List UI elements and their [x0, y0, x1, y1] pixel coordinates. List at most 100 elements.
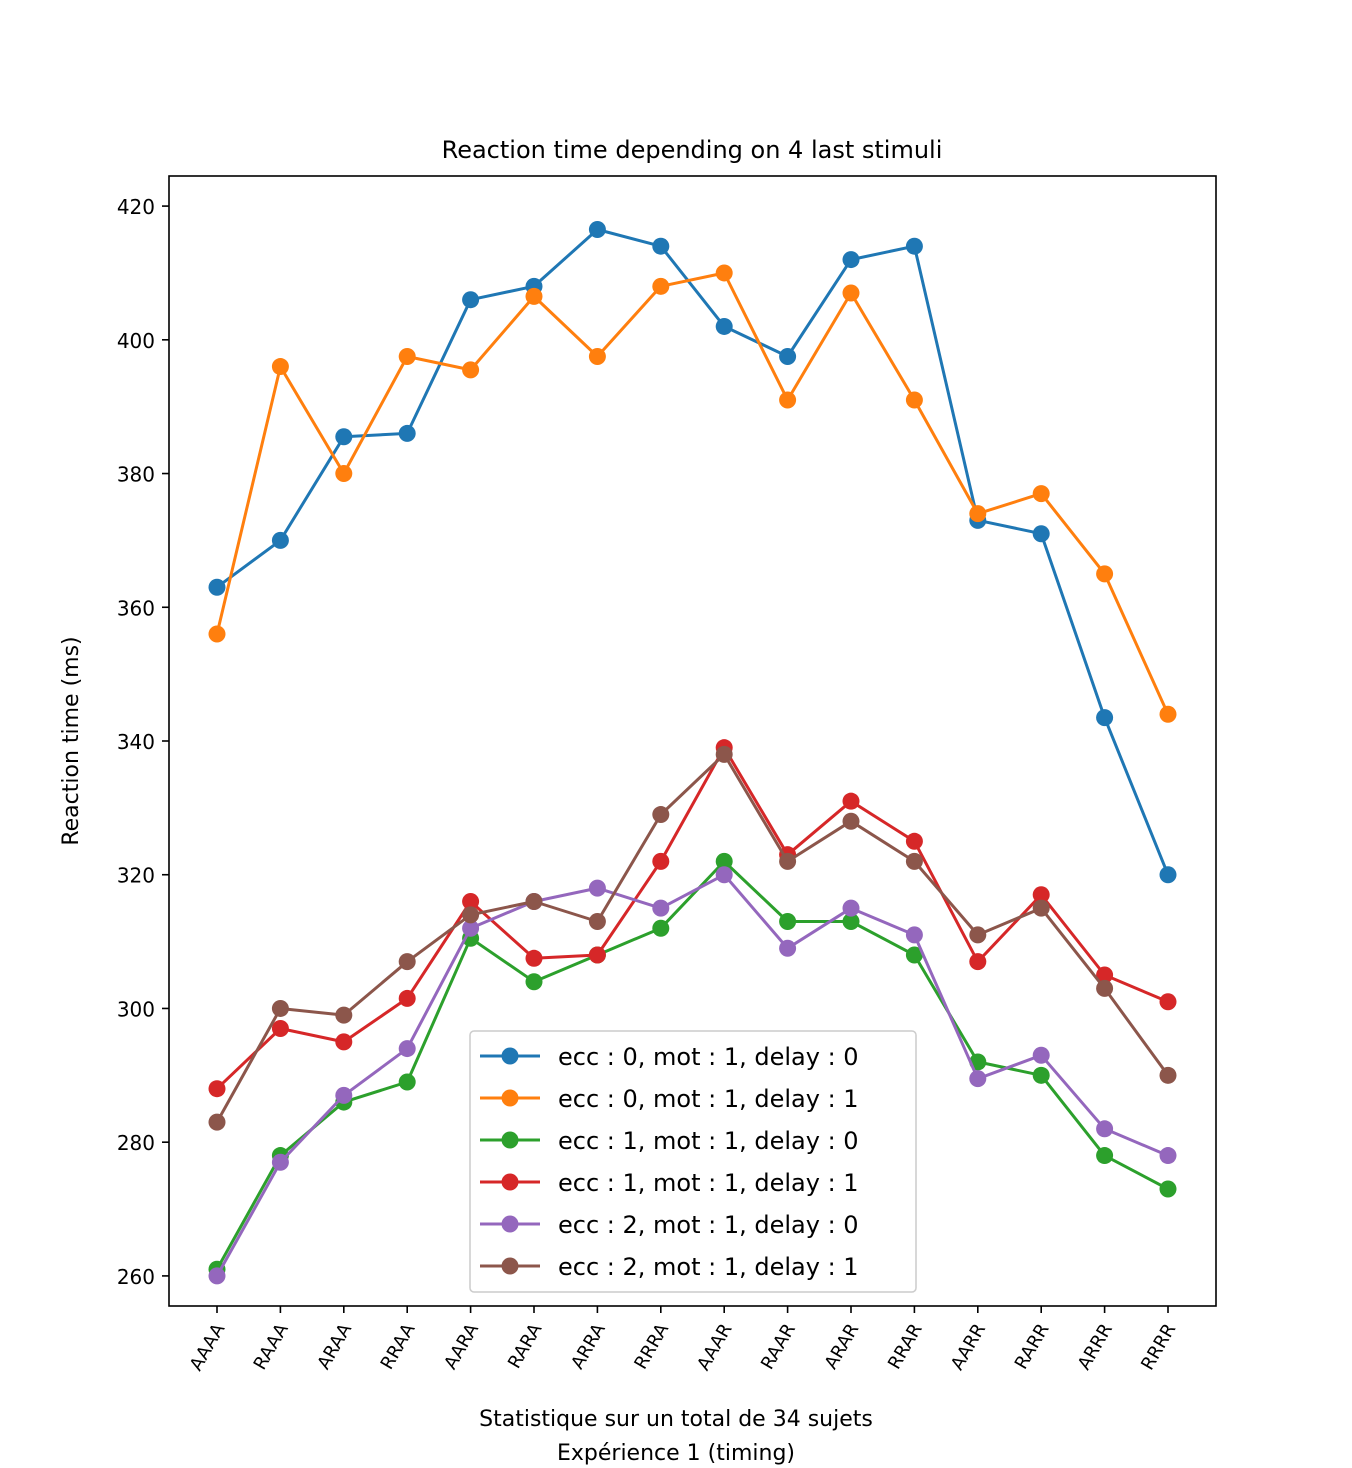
data-point	[779, 391, 797, 409]
y-axis-label: Reaction time (ms)	[59, 636, 84, 845]
y-tick-label: 280	[117, 1131, 155, 1155]
data-point	[208, 625, 226, 643]
data-point	[271, 1020, 289, 1038]
data-point	[462, 361, 480, 379]
y-tick-label: 320	[117, 864, 155, 888]
y-tick-label: 400	[117, 329, 155, 353]
data-point	[905, 391, 923, 409]
series-line	[215, 859, 1169, 1270]
y-tick-label: 420	[117, 195, 155, 219]
data-point	[842, 284, 860, 302]
series-line	[215, 746, 1169, 1090]
data-point	[715, 264, 733, 282]
y-tick-label: 380	[117, 463, 155, 487]
series-6	[208, 745, 1177, 1131]
legend-entry: ecc : 0, mot : 1, delay : 0	[480, 1043, 859, 1071]
data-point	[842, 899, 860, 917]
data-point	[1096, 709, 1114, 727]
data-point	[525, 949, 543, 967]
data-point	[525, 973, 543, 991]
data-point	[779, 852, 797, 870]
data-point	[462, 906, 480, 924]
data-point	[842, 812, 860, 830]
data-point	[779, 913, 797, 931]
legend-box	[469, 1030, 917, 1293]
data-point	[779, 939, 797, 957]
chart-title: Reaction time depending on 4 last stimul…	[442, 136, 943, 164]
data-point	[398, 989, 416, 1007]
data-point	[1096, 1147, 1114, 1165]
data-point	[208, 578, 226, 596]
data-point	[1096, 565, 1114, 583]
series-line	[215, 752, 1170, 1123]
legend-marker	[501, 1215, 519, 1233]
data-point	[652, 806, 670, 824]
data-point	[271, 358, 289, 376]
data-point	[1159, 1180, 1177, 1198]
data-point	[969, 505, 987, 523]
data-point	[842, 251, 860, 269]
data-point	[652, 277, 670, 295]
data-point	[905, 832, 923, 850]
series-layer	[208, 220, 1177, 1285]
data-point	[335, 1033, 353, 1051]
data-point	[588, 946, 606, 964]
data-point	[335, 465, 353, 483]
legend: ecc : 0, mot : 1, delay : 0 ecc : 0, mot …	[469, 1030, 917, 1293]
legend-marker	[501, 1089, 519, 1107]
data-point	[1032, 485, 1050, 503]
data-point	[525, 892, 543, 910]
data-point	[905, 946, 923, 964]
data-point	[335, 1086, 353, 1104]
data-point	[1032, 899, 1050, 917]
data-point	[1096, 979, 1114, 997]
data-point	[335, 1006, 353, 1024]
data-point	[588, 913, 606, 931]
legend-marker	[501, 1047, 519, 1065]
data-point	[398, 1073, 416, 1091]
data-point	[208, 1267, 226, 1285]
data-point	[398, 953, 416, 971]
legend-entry: ecc : 1, mot : 1, delay : 0	[480, 1127, 859, 1155]
legend-marker	[501, 1131, 519, 1149]
y-tick-label: 340	[117, 730, 155, 754]
series-2	[208, 264, 1177, 723]
data-point	[271, 531, 289, 549]
series-line	[215, 873, 1169, 1277]
legend-label: ecc : 0, mot : 1, delay : 0	[558, 1043, 859, 1071]
data-point	[208, 1080, 226, 1098]
data-point	[715, 852, 733, 870]
data-point	[1159, 1066, 1177, 1084]
data-point	[905, 237, 923, 255]
legend-marker	[501, 1173, 519, 1191]
y-tick-label: 360	[117, 596, 155, 620]
data-point	[271, 1153, 289, 1171]
legend-entry: ecc : 0, mot : 1, delay : 1	[480, 1085, 859, 1113]
data-point	[842, 792, 860, 810]
data-point	[652, 899, 670, 917]
data-point	[1096, 966, 1114, 984]
data-point	[208, 1113, 226, 1131]
legend-label: ecc : 0, mot : 1, delay : 1	[558, 1085, 859, 1113]
legend-label: ecc : 2, mot : 1, delay : 1	[558, 1253, 859, 1281]
legend-label: ecc : 1, mot : 1, delay : 1	[558, 1169, 859, 1197]
data-point	[462, 919, 480, 937]
data-point	[715, 745, 733, 763]
data-point	[588, 220, 606, 238]
legend-entry: ecc : 2, mot : 1, delay : 1	[480, 1253, 859, 1281]
data-point	[398, 1040, 416, 1058]
data-point	[969, 953, 987, 971]
data-point	[905, 852, 923, 870]
data-point	[588, 879, 606, 897]
y-tick-label: 260	[117, 1265, 155, 1289]
data-point	[1159, 705, 1177, 723]
data-point	[1032, 1046, 1050, 1064]
x-axis-label-line-2: Expérience 1 (timing)	[557, 1441, 795, 1466]
data-point	[1032, 886, 1050, 904]
data-point	[969, 926, 987, 944]
data-point	[969, 1070, 987, 1088]
legend-entry: ecc : 2, mot : 1, delay : 0	[480, 1211, 859, 1239]
data-point	[1032, 1066, 1050, 1084]
data-point	[652, 237, 670, 255]
